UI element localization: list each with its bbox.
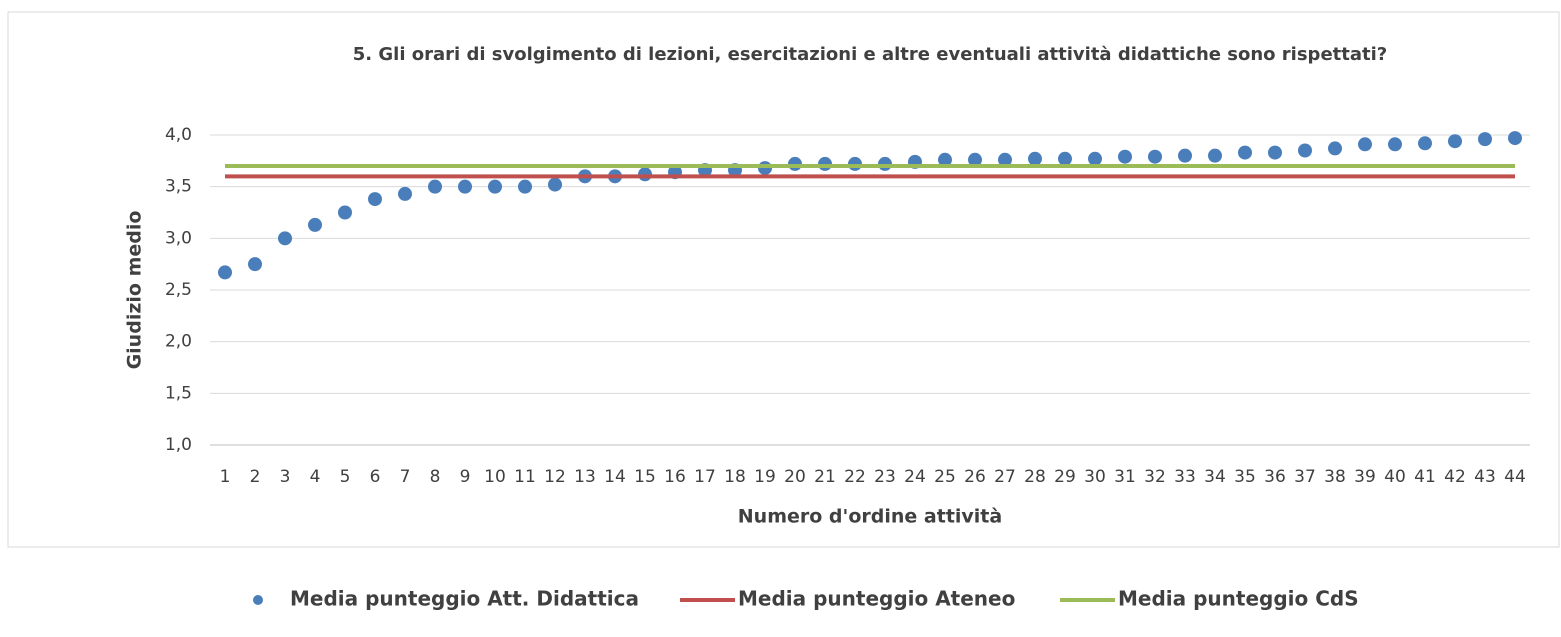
data-point [1328, 141, 1342, 156]
x-tick-label: 1 [220, 467, 231, 487]
y-tick-label: 1,5 [165, 383, 192, 403]
x-tick-label: 2 [250, 467, 261, 487]
x-tick-label: 9 [460, 467, 471, 487]
chart-border [7, 11, 1560, 548]
x-tick-label: 26 [964, 467, 986, 487]
y-axis-title: Giudizio medio [124, 211, 146, 370]
x-tick-label: 35 [1234, 467, 1256, 487]
legend-marker [253, 595, 263, 605]
data-point [488, 179, 502, 194]
x-tick-label: 18 [724, 467, 746, 487]
x-tick-label: 38 [1324, 467, 1346, 487]
data-point [638, 167, 652, 182]
x-tick-label: 39 [1354, 467, 1376, 487]
x-tick-label: 23 [874, 467, 896, 487]
legend-label: Media punteggio Att. Didattica [290, 587, 639, 611]
x-tick-label: 21 [814, 467, 836, 487]
x-tick-label: 37 [1294, 467, 1316, 487]
data-point [1448, 134, 1462, 149]
data-point [218, 265, 232, 280]
chart-title: 5. Gli orari di svolgimento di lezioni, … [353, 44, 1387, 65]
x-tick-label: 10 [484, 467, 506, 487]
x-tick-label: 36 [1264, 467, 1286, 487]
data-point [1148, 149, 1162, 164]
x-tick-label: 12 [544, 467, 566, 487]
data-point [1358, 137, 1372, 152]
x-tick-label: 27 [994, 467, 1016, 487]
x-tick-label: 31 [1114, 467, 1136, 487]
data-point [758, 161, 772, 176]
y-tick-label: 1,0 [165, 435, 192, 455]
x-tick-label: 32 [1144, 467, 1166, 487]
data-point [458, 179, 472, 194]
x-tick-label: 24 [904, 467, 926, 487]
data-point [368, 192, 382, 207]
data-point [1418, 136, 1432, 151]
y-tick-label: 3,0 [165, 228, 192, 248]
data-point [278, 231, 292, 246]
x-tick-label: 14 [604, 467, 626, 487]
x-tick-label: 22 [844, 467, 866, 487]
x-tick-label: 30 [1084, 467, 1106, 487]
x-tick-label: 6 [370, 467, 381, 487]
x-tick-label: 5 [340, 467, 351, 487]
data-point [1208, 148, 1222, 163]
x-tick-label: 41 [1414, 467, 1436, 487]
data-point [1238, 145, 1252, 160]
x-tick-label: 33 [1174, 467, 1196, 487]
x-tick-label: 42 [1444, 467, 1466, 487]
data-point [1178, 148, 1192, 163]
x-tick-label: 25 [934, 467, 956, 487]
data-point [548, 177, 562, 192]
x-tick-label: 16 [664, 467, 686, 487]
x-tick-label: 19 [754, 467, 776, 487]
data-point [338, 205, 352, 220]
x-tick-label: 11 [514, 467, 536, 487]
x-axis-title: Numero d'ordine attività [738, 506, 1002, 528]
x-tick-label: 17 [694, 467, 716, 487]
data-point [878, 156, 892, 171]
data-point [248, 257, 262, 272]
legend-label: Media punteggio Ateneo [738, 587, 1015, 611]
data-point [1478, 132, 1492, 147]
x-tick-label: 34 [1204, 467, 1226, 487]
data-point [848, 156, 862, 171]
data-point [938, 152, 952, 167]
data-point [1028, 151, 1042, 166]
x-tick-label: 40 [1384, 467, 1406, 487]
x-tick-label: 28 [1024, 467, 1046, 487]
data-point [1058, 151, 1072, 166]
data-point [1388, 137, 1402, 152]
data-point [1268, 145, 1282, 160]
x-tick-label: 7 [400, 467, 411, 487]
x-tick-label: 44 [1504, 467, 1526, 487]
data-point [1298, 143, 1312, 158]
y-tick-label: 4,0 [165, 125, 192, 145]
data-point [968, 152, 982, 167]
x-tick-label: 8 [430, 467, 441, 487]
data-point [998, 152, 1012, 167]
x-tick-label: 4 [310, 467, 321, 487]
x-tick-label: 13 [574, 467, 596, 487]
data-point [428, 179, 442, 194]
data-point [518, 179, 532, 194]
x-tick-label: 20 [784, 467, 806, 487]
x-tick-label: 43 [1474, 467, 1496, 487]
x-tick-label: 3 [280, 467, 291, 487]
y-tick-label: 3,5 [165, 177, 192, 197]
y-tick-label: 2,0 [165, 332, 192, 352]
data-point [1088, 151, 1102, 166]
data-point [788, 156, 802, 171]
y-tick-label: 2,5 [165, 280, 192, 300]
data-point [398, 186, 412, 201]
data-point [1118, 149, 1132, 164]
data-point [1508, 131, 1522, 146]
data-point [308, 217, 322, 232]
legend-label: Media punteggio CdS [1118, 587, 1359, 611]
x-tick-label: 15 [634, 467, 656, 487]
data-point [818, 156, 832, 171]
x-tick-label: 29 [1054, 467, 1076, 487]
